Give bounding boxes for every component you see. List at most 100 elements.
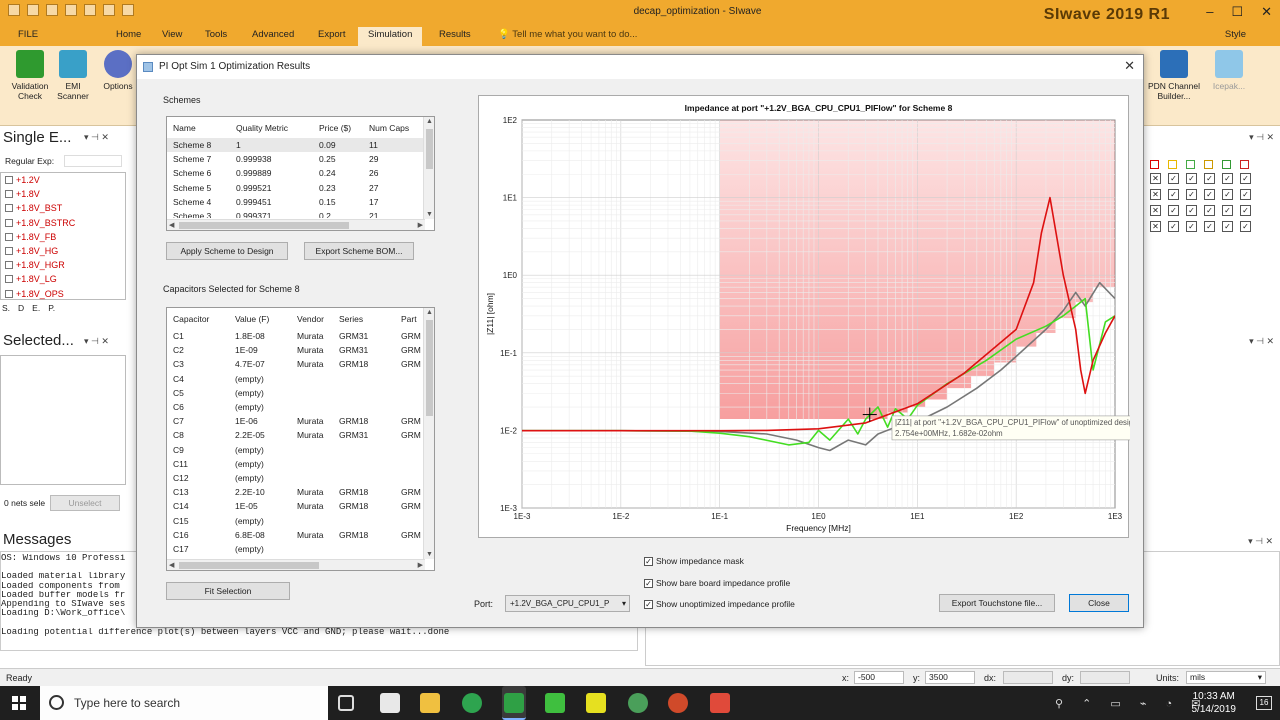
maximize-icon[interactable]: ☐ (1231, 4, 1244, 19)
table-row[interactable]: C15 (empty) (167, 514, 425, 528)
layer-visibility-checkbox[interactable]: ✓ (1240, 173, 1251, 184)
tell-me-search[interactable]: 💡 Tell me what you want to do... (498, 29, 637, 40)
unselect-button[interactable]: Unselect (50, 495, 120, 511)
schemes-hscroll[interactable]: ◀ ▶ (167, 219, 425, 230)
table-row[interactable]: C4 (empty) (167, 372, 425, 386)
net-checkbox[interactable] (5, 204, 13, 213)
table-row[interactable]: C14 1E-05 Murata GRM18 GRM (167, 499, 425, 513)
layer-visibility-checkbox[interactable]: ✕ (1150, 173, 1161, 184)
show-impedance-mask-checkbox[interactable]: ✓ Show impedance mask (644, 556, 744, 566)
scroll-left-icon[interactable]: ◀ (169, 222, 175, 229)
tab-home[interactable]: Home (116, 29, 142, 40)
open-icon[interactable] (46, 4, 58, 16)
layer-visibility-checkbox[interactable]: ✓ (1168, 221, 1179, 232)
net-checkbox[interactable] (5, 176, 13, 185)
close-window-icon[interactable]: ✕ (1261, 4, 1272, 19)
emi-scanner-button[interactable]: EMI Scanner (54, 50, 92, 101)
net-checkbox[interactable] (5, 190, 13, 199)
layer-visibility-checkbox[interactable]: ✓ (1204, 189, 1215, 200)
calendar-app-icon[interactable] (380, 693, 400, 713)
sticky-notes-icon[interactable] (586, 693, 606, 713)
layer-visibility-checkbox[interactable]: ✕ (1150, 221, 1161, 232)
layer-visibility-checkbox[interactable]: ✓ (1168, 173, 1179, 184)
tab-tools[interactable]: Tools (205, 29, 228, 40)
system-tray-icons[interactable]: ⚲ ⌃ ▭ ⌁ ◔ ✉ (1055, 698, 1209, 710)
hscroll-thumb[interactable] (179, 222, 349, 229)
siwave-taskbar-icon[interactable] (502, 686, 526, 720)
table-row[interactable]: Scheme 7 0.999938 0.25 29 (167, 152, 425, 166)
table-row[interactable]: C12 (empty) (167, 471, 425, 485)
right-panel2-controls[interactable]: ▾ ⊣ ✕ (1249, 336, 1274, 346)
layer-visibility-checkbox[interactable]: ✓ (1186, 205, 1197, 216)
export-scheme-bom-button[interactable]: Export Scheme BOM... (304, 242, 414, 260)
show-unoptimized-checkbox[interactable]: ✓ Show unoptimized impedance profile (644, 599, 795, 609)
col-value[interactable]: Value (F) (235, 314, 270, 324)
scroll-up-icon[interactable]: ▲ (426, 309, 433, 316)
units-select[interactable]: mils ▾ (1186, 671, 1266, 684)
schemes-vscroll[interactable]: ▲ ▼ (423, 117, 434, 219)
recorder-icon[interactable] (710, 693, 730, 713)
col-quality-metric[interactable]: Quality Metric (236, 123, 288, 133)
right-panel-controls[interactable]: ▾ ⊣ ✕ (1249, 132, 1274, 142)
options-button[interactable]: Options (100, 50, 136, 91)
close-button[interactable]: Close (1069, 594, 1129, 612)
capacitors-vscroll[interactable]: ▲ ▼ (423, 308, 434, 559)
port-select[interactable]: +1.2V_BGA_CPU_CPU1_P ▾ (505, 595, 630, 612)
dy-field[interactable] (1080, 671, 1130, 684)
net-checkbox[interactable] (5, 247, 13, 256)
scroll-right-icon[interactable]: ▶ (417, 222, 423, 229)
table-row[interactable]: C7 1E-06 Murata GRM18 GRM (167, 414, 425, 428)
lower-right-controls[interactable]: ▾ ⊣ ✕ (1248, 536, 1273, 546)
table-row[interactable]: C2 1E-09 Murata GRM31 GRM (167, 343, 425, 357)
scroll-up-icon[interactable]: ▲ (426, 118, 433, 125)
layer-visibility-checkbox[interactable]: ✓ (1186, 189, 1197, 200)
table-row[interactable]: Scheme 8 1 0.09 11 (167, 138, 425, 153)
col-part[interactable]: Part (401, 314, 417, 324)
windows-start-icon[interactable] (12, 696, 26, 710)
pdn-channel-builder-button[interactable]: PDN Channel Builder... (1146, 50, 1202, 101)
table-row[interactable]: C11 (empty) (167, 457, 425, 471)
layer-visibility-checkbox[interactable]: ✓ (1204, 221, 1215, 232)
layer-visibility-checkbox[interactable]: ✓ (1204, 173, 1215, 184)
layer-visibility-checkbox[interactable]: ✓ (1186, 221, 1197, 232)
table-row[interactable]: C1 1.8E-08 Murata GRM31 GRM (167, 329, 425, 343)
scroll-thumb[interactable] (426, 129, 433, 169)
undo-icon[interactable] (103, 4, 115, 16)
dialog-close-icon[interactable]: ✕ (1124, 58, 1135, 73)
table-row[interactable]: C16 6.8E-08 Murata GRM18 GRM (167, 528, 425, 542)
y-coordinate-field[interactable]: 3500 (925, 671, 975, 684)
net-checkbox[interactable] (5, 261, 13, 270)
net-item[interactable]: +1.8V_HG (1, 244, 125, 258)
taskbar-search-box[interactable]: Type here to search (40, 686, 328, 720)
net-checkbox[interactable] (5, 275, 13, 284)
table-row[interactable]: C3 4.7E-07 Murata GRM18 GRM (167, 357, 425, 371)
selected-panel-controls[interactable]: ▾ ⊣ ✕ (84, 336, 109, 346)
new-icon[interactable] (27, 4, 39, 16)
layer-visibility-checkbox[interactable]: ✕ (1150, 205, 1161, 216)
powerpoint-icon[interactable] (668, 693, 688, 713)
layer-visibility-checkbox[interactable]: ✓ (1222, 205, 1233, 216)
app-icon-green[interactable] (545, 693, 565, 713)
fit-selection-button[interactable]: Fit Selection (166, 582, 290, 600)
table-row[interactable]: C17 (empty) (167, 542, 425, 556)
col-price[interactable]: Price ($) (319, 123, 352, 133)
scroll-down-icon[interactable]: ▼ (426, 211, 433, 218)
layer-visibility-checkbox[interactable]: ✓ (1222, 189, 1233, 200)
style-menu[interactable]: Style (1224, 29, 1246, 40)
tab-simulation[interactable]: Simulation (358, 27, 423, 46)
tab-s[interactable]: S. (2, 303, 11, 313)
table-row[interactable]: Scheme 4 0.999451 0.15 17 (167, 195, 425, 209)
col-name[interactable]: Name (173, 123, 196, 133)
dx-field[interactable] (1003, 671, 1053, 684)
net-checkbox[interactable] (5, 289, 13, 298)
tab-export[interactable]: Export (318, 29, 346, 40)
impedance-chart[interactable]: 1E-3 1E-2 1E-1 1E0 1E1 1E2 1E3 1E-3 1E-2 1E-1 1E0 1… (479, 96, 1195, 539)
scroll-right-icon[interactable]: ▶ (417, 562, 423, 569)
tab-file[interactable]: FILE (18, 29, 39, 40)
layer-visibility-checkbox[interactable]: ✓ (1222, 173, 1233, 184)
redo-icon[interactable] (122, 4, 134, 16)
icepak-button[interactable]: Icepak... (1206, 50, 1252, 91)
net-item[interactable]: +1.8V_BST (1, 201, 125, 215)
chrome-icon[interactable] (462, 693, 482, 713)
table-row[interactable]: C8 2.2E-05 Murata GRM31 GRM (167, 428, 425, 442)
